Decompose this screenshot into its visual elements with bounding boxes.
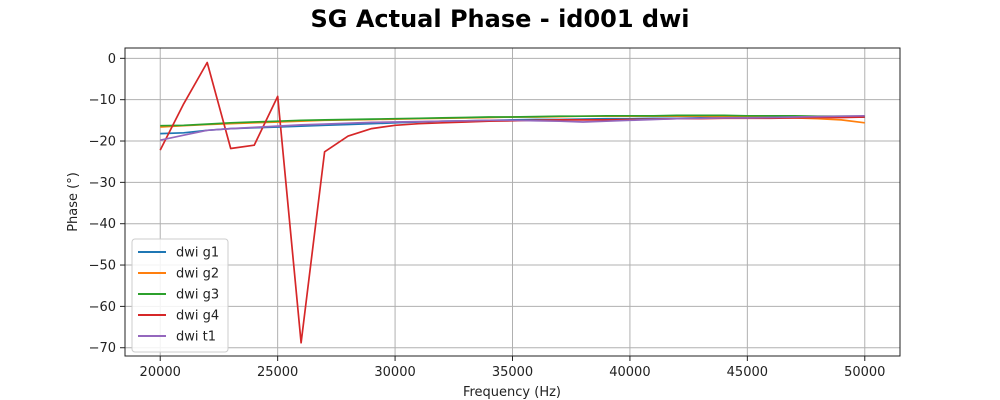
y-axis-label: Phase (°)	[66, 172, 81, 232]
y-tick-label: −10	[89, 93, 116, 108]
x-tick-label: 30000	[374, 365, 415, 380]
y-tick-label: −40	[89, 217, 116, 232]
x-tick-label: 20000	[140, 365, 181, 380]
y-tick-label: −50	[89, 259, 116, 274]
legend-label: dwi t1	[176, 330, 216, 345]
y-tick-label: 0	[108, 52, 116, 67]
x-tick-label: 50000	[844, 365, 885, 380]
legend-label: dwi g3	[176, 288, 219, 303]
x-tick-label: 35000	[492, 365, 533, 380]
chart-title: SG Actual Phase - id001 dwi	[310, 5, 689, 33]
legend-label: dwi g1	[176, 246, 219, 261]
x-tick-label: 25000	[257, 365, 298, 380]
series-line-dwi-g3	[160, 114, 865, 127]
legend: dwi g1 dwi g2 dwi g3 dwi g4 dwi t1	[131, 238, 229, 353]
y-tick-label: −20	[89, 135, 116, 150]
series-lines	[159, 61, 865, 344]
axis-ticks: 20000 25000 30000 35000 40000 45000 50000 0 −10 −…	[89, 52, 886, 380]
y-tick-label: −60	[89, 300, 116, 315]
series-line-dwi-t1	[160, 114, 865, 142]
y-tick-label: −70	[89, 341, 116, 356]
x-axis-label: Frequency (Hz)	[463, 385, 561, 400]
x-tick-label: 40000	[609, 365, 650, 380]
legend-label: dwi g4	[176, 309, 219, 324]
x-tick-label: 45000	[727, 365, 768, 380]
y-tick-label: −30	[89, 176, 116, 191]
legend-label: dwi g2	[176, 267, 219, 282]
legend-box	[131, 238, 229, 353]
grid-lines	[125, 48, 900, 356]
